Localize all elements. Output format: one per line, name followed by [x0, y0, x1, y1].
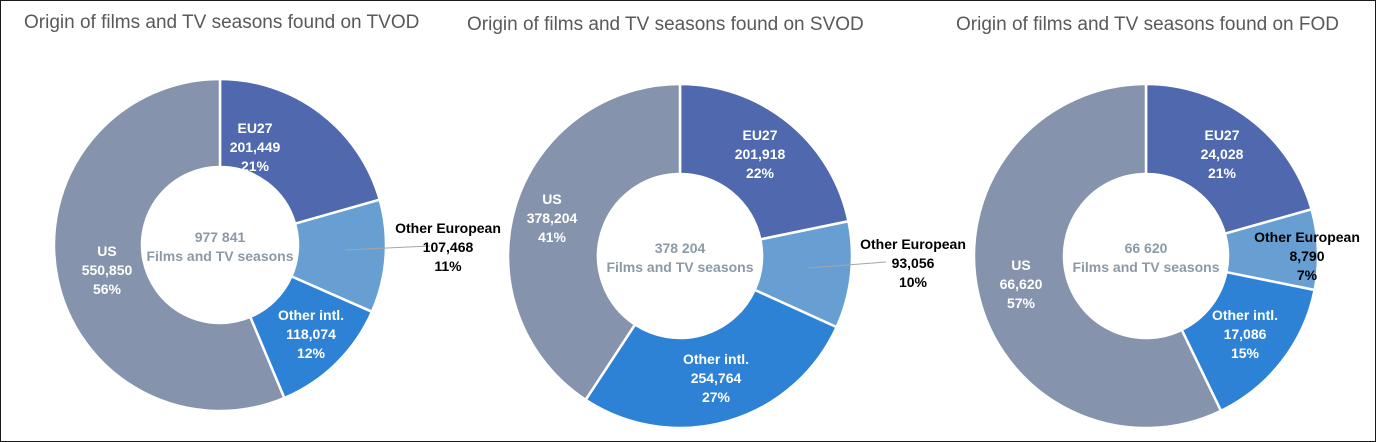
slice-name-other-european: Other European	[860, 236, 966, 252]
slice-label-us: US 550,850 56%	[82, 243, 133, 297]
slice-percent-other-intl: 27%	[702, 389, 731, 405]
slice-percent-other-intl: 12%	[297, 345, 326, 361]
slice-percent-us: 56%	[93, 281, 122, 297]
slice-percent-eu27: 21%	[1208, 165, 1237, 181]
slice-name-other-european: Other European	[395, 220, 501, 236]
slice-percent-us: 57%	[1007, 295, 1036, 311]
slice-value-eu27: 201,918	[735, 146, 786, 162]
donut-chart-3: EU27 24,028 21%Other European 8,790 7%Other …	[972, 82, 1360, 430]
slice-label-eu27: EU27 24,028 21%	[1201, 127, 1244, 181]
slice-us	[52, 77, 286, 413]
slice-value-other-european: 107,468	[423, 239, 474, 255]
slice-percent-other-intl: 15%	[1231, 345, 1260, 361]
slice-name-us: US	[97, 243, 116, 259]
slice-value-other-european: 93,056	[892, 255, 935, 271]
center-total: 378 204 Films and TV seasons	[606, 240, 753, 275]
chart-title-fod: Origin of films and TV seasons found on …	[956, 14, 1339, 35]
slice-us	[506, 82, 682, 402]
leader-line-other-european	[807, 261, 887, 269]
slice-name-other-intl: Other intl.	[683, 351, 749, 367]
slice-eu27	[678, 82, 850, 241]
slice-eu27	[218, 77, 382, 226]
slice-label-other-european: Other European 8,790 7%	[1254, 229, 1360, 283]
slice-percent-eu27: 21%	[241, 158, 270, 174]
slice-us	[972, 82, 1223, 430]
center-total-value: 378 204	[655, 240, 706, 256]
chart-title-svod: Origin of films and TV seasons found on …	[467, 14, 864, 35]
slice-label-us: US 378,204 41%	[527, 191, 578, 245]
slice-name-us: US	[542, 191, 561, 207]
slice-name-eu27: EU27	[237, 120, 272, 136]
slice-percent-other-european: 7%	[1297, 267, 1318, 283]
slice-label-us: US 66,620 57%	[1000, 257, 1043, 311]
slice-value-eu27: 24,028	[1201, 146, 1244, 162]
slice-label-eu27: EU27 201,449 21%	[230, 120, 281, 174]
slice-label-other-european: Other European 107,468 11%	[395, 220, 501, 274]
slice-percent-other-european: 10%	[899, 274, 928, 290]
leader-line-other-european	[344, 245, 431, 251]
slice-value-eu27: 201,449	[230, 139, 281, 155]
center-total: 977 841 Films and TV seasons	[146, 229, 293, 264]
slice-name-other-european: Other European	[1254, 229, 1360, 245]
donut-chart-1: EU27 201,449 21%Other European 107,468 11%Ot…	[52, 77, 501, 413]
center-total-label: Films and TV seasons	[146, 248, 293, 264]
slice-value-us: 378,204	[527, 210, 578, 226]
slice-label-other-european: Other European 93,056 10%	[860, 236, 966, 290]
slice-name-eu27: EU27	[1204, 127, 1239, 143]
center-total: 66 620 Films and TV seasons	[1072, 240, 1219, 275]
slice-value-other-intl: 17,086	[1224, 326, 1267, 342]
donut-chart-2: EU27 201,918 22%Other European 93,056 10%Oth…	[506, 82, 966, 430]
chart-title-tvod: Origin of films and TV seasons found on …	[24, 12, 420, 33]
slice-percent-other-european: 11%	[434, 258, 462, 274]
slice-name-us: US	[1011, 257, 1030, 273]
slice-value-other-intl: 118,074	[286, 326, 336, 342]
slice-percent-eu27: 22%	[746, 165, 775, 181]
center-total-label: Films and TV seasons	[606, 259, 753, 275]
slice-value-us: 66,620	[1000, 276, 1043, 292]
center-total-label: Films and TV seasons	[1072, 259, 1219, 275]
slice-label-other-intl: Other intl. 17,086 15%	[1212, 307, 1278, 361]
slice-value-other-intl: 254,764	[691, 370, 742, 386]
slice-value-other-european: 8,790	[1289, 248, 1324, 264]
slice-label-other-intl: Other intl. 118,074 12%	[278, 307, 344, 361]
slice-value-us: 550,850	[82, 262, 133, 278]
slice-eu27	[1144, 82, 1314, 236]
slice-name-other-intl: Other intl.	[1212, 307, 1278, 323]
slice-name-eu27: EU27	[742, 127, 777, 143]
center-total-value: 66 620	[1125, 240, 1168, 256]
slice-other-intl	[583, 288, 839, 430]
slice-name-other-intl: Other intl.	[278, 307, 344, 323]
slice-label-eu27: EU27 201,918 22%	[735, 127, 786, 181]
slice-percent-us: 41%	[538, 229, 567, 245]
center-total-value: 977 841	[195, 229, 246, 245]
slice-label-other-intl: Other intl. 254,764 27%	[683, 351, 749, 405]
